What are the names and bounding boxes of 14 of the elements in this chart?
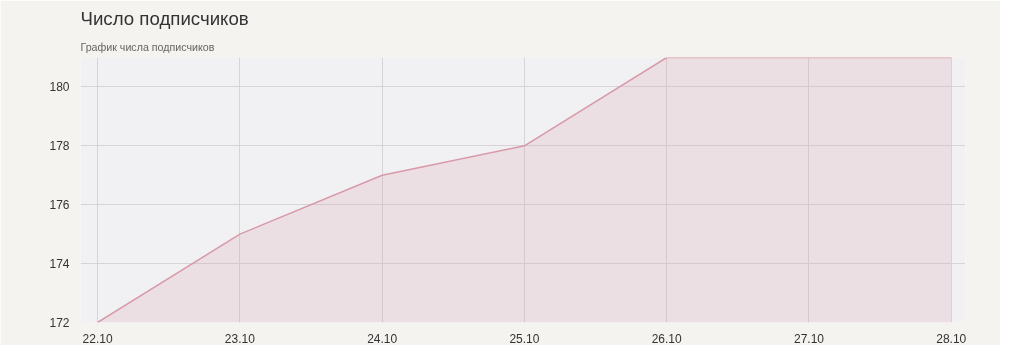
y-tick-label: 172 — [49, 316, 70, 330]
x-tick-label: 26.10 — [651, 331, 683, 346]
chart-title: Число подписчиков — [80, 7, 249, 29]
chart-subtitle: График числа подписчиков — [80, 40, 215, 53]
y-tick-label: 178 — [49, 139, 70, 154]
y-tick-label: 180 — [49, 80, 70, 95]
x-tick-label: 27.10 — [793, 331, 825, 346]
x-tick-label: 22.10 — [82, 331, 113, 346]
x-tick-label: 23.10 — [224, 331, 256, 346]
x-tick-label: 25.10 — [509, 331, 540, 346]
x-tick-label: 24.10 — [367, 331, 398, 346]
y-tick-label: 176 — [49, 198, 70, 213]
x-tick-label: 28.10 — [936, 331, 967, 346]
y-tick-label: 174 — [49, 257, 70, 272]
